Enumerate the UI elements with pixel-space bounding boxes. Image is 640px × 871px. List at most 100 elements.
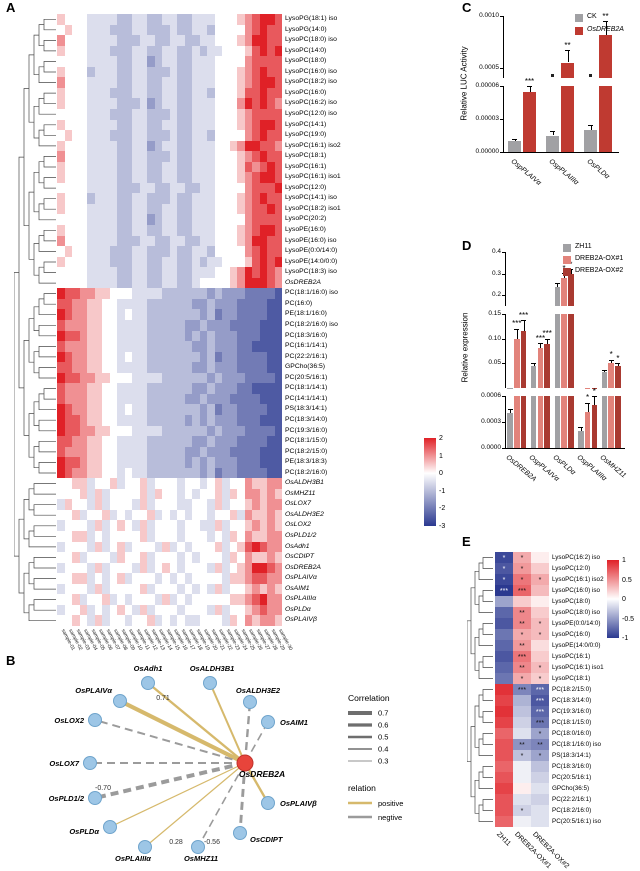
heatmap-a-cell	[64, 520, 72, 532]
heatmap-a-cell	[274, 520, 282, 532]
heatmap-a-cell	[64, 246, 72, 257]
heatmap-a-cell	[147, 478, 155, 489]
correlation-legend-value: 0.3	[378, 757, 388, 766]
heatmap-a-cell	[147, 256, 155, 268]
relative-expression-chart: 0.4 0.3 0.2 0.15 0.10 0.05 0.0006 0.0003 0.0000 *…	[455, 238, 640, 534]
heatmap-a-cell	[94, 541, 102, 553]
heatmap-a-cell	[252, 182, 260, 194]
heatmap-a-cell	[169, 298, 177, 310]
heatmap-a-cell	[184, 488, 192, 500]
heatmap-a-cell	[169, 573, 177, 584]
heatmap-a-cell	[199, 404, 207, 415]
heatmap-a-cell	[177, 130, 185, 141]
heatmap-a-cell	[199, 541, 207, 553]
heatmap-a-cell	[109, 24, 117, 36]
heatmap-a-cell	[199, 531, 207, 542]
heatmap-a-cell	[259, 214, 267, 226]
heatmap-a-cell	[154, 573, 162, 584]
heatmap-a-cell	[87, 488, 95, 500]
heatmap-a-cell	[177, 193, 185, 204]
heatmap-a-cell	[237, 203, 245, 215]
heatmap-a-cell	[139, 130, 147, 141]
heatmap-e-row-label: LysoPC(16:1) iso1	[552, 664, 604, 671]
heatmap-a-cell	[229, 320, 237, 331]
heatmap-a-cell	[207, 404, 215, 415]
heatmap-a-cell	[222, 604, 230, 616]
heatmap-a-cell	[207, 520, 215, 532]
heatmap-a-cell	[57, 414, 65, 426]
heatmap-a-cell	[72, 573, 80, 584]
heatmap-a-cell	[222, 87, 230, 99]
heatmap-a-cell	[169, 562, 177, 574]
heatmap-a-cell	[154, 298, 162, 310]
heatmap-a-cell	[184, 14, 192, 25]
heatmap-a-cell	[267, 457, 275, 468]
heatmap-a-cell	[132, 341, 140, 352]
heatmap-a-cell	[207, 298, 215, 310]
heatmap-a-cell	[87, 214, 95, 226]
heatmap-a-cell	[117, 151, 125, 162]
heatmap-e-cell	[513, 805, 531, 816]
heatmap-a-cell	[192, 193, 200, 204]
heatmap-a-cell	[139, 298, 147, 310]
heatmap-a-cell	[132, 288, 140, 299]
heatmap-a-cell	[132, 24, 140, 36]
heatmap-a-cell	[267, 277, 275, 289]
panel-e-row-dendrogram	[467, 557, 493, 822]
heatmap-a-cell	[237, 383, 245, 394]
heatmap-a-cell	[117, 130, 125, 141]
heatmap-a-cell	[102, 446, 110, 458]
heatmap-a-cell	[229, 172, 237, 183]
heatmap-a-cell	[87, 615, 95, 626]
heatmap-a-cell	[252, 288, 260, 299]
bar-CK	[546, 135, 559, 152]
heatmap-a-cell	[94, 140, 102, 152]
heatmap-a-cell	[252, 203, 260, 215]
heatmap-a-cell	[259, 573, 267, 584]
heatmap-a-cell	[109, 393, 117, 405]
heatmap-a-cell	[87, 246, 95, 257]
heatmap-a-cell	[109, 531, 117, 542]
heatmap-a-cell	[252, 161, 260, 173]
heatmap-a-cell	[199, 383, 207, 394]
error-bar	[552, 131, 554, 136]
heatmap-a-cell	[192, 246, 200, 257]
heatmap-a-cell	[237, 193, 245, 204]
heatmap-a-cell	[252, 66, 260, 78]
heatmap-a-cell	[237, 130, 245, 141]
heatmap-a-cell	[64, 182, 72, 194]
heatmap-a-cell	[139, 98, 147, 109]
heatmap-a-cell	[259, 161, 267, 173]
colorbar-tick-label: -3	[439, 523, 446, 530]
heatmap-a-cell	[162, 520, 170, 532]
heatmap-a-cell	[214, 203, 222, 215]
correlation-legend-title: Correlation	[348, 693, 390, 703]
heatmap-e-cell	[495, 739, 513, 750]
heatmap-a-cell	[252, 509, 260, 521]
heatmap-a-cell	[259, 98, 267, 109]
heatmap-a-cell	[132, 277, 140, 289]
heatmap-a-cell	[57, 214, 65, 226]
heatmap-e-cell	[495, 629, 513, 640]
heatmap-a-cell	[102, 414, 110, 426]
heatmap-a-cell	[207, 414, 215, 426]
heatmap-a-cell	[184, 531, 192, 542]
heatmap-a-cell	[102, 351, 110, 363]
heatmap-a-cell	[169, 552, 177, 563]
heatmap-e-cell	[513, 695, 531, 706]
heatmap-a-cell	[184, 520, 192, 532]
heatmap-a-cell	[72, 98, 80, 109]
y-tick-label: 0.0000	[481, 444, 501, 451]
heatmap-a-cell	[184, 436, 192, 447]
heatmap-a-cell	[124, 309, 132, 320]
heatmap-a-cell	[274, 130, 282, 141]
heatmap-a-cell	[244, 214, 252, 226]
heatmap-a-cell	[162, 372, 170, 384]
heatmap-a-cell	[132, 478, 140, 489]
heatmap-a-cell	[199, 119, 207, 131]
heatmap-a-cell	[117, 45, 125, 57]
heatmap-a-cell	[117, 404, 125, 415]
heatmap-a-cell	[139, 14, 147, 25]
heatmap-a-cell	[177, 351, 185, 363]
heatmap-a-cell	[87, 119, 95, 131]
